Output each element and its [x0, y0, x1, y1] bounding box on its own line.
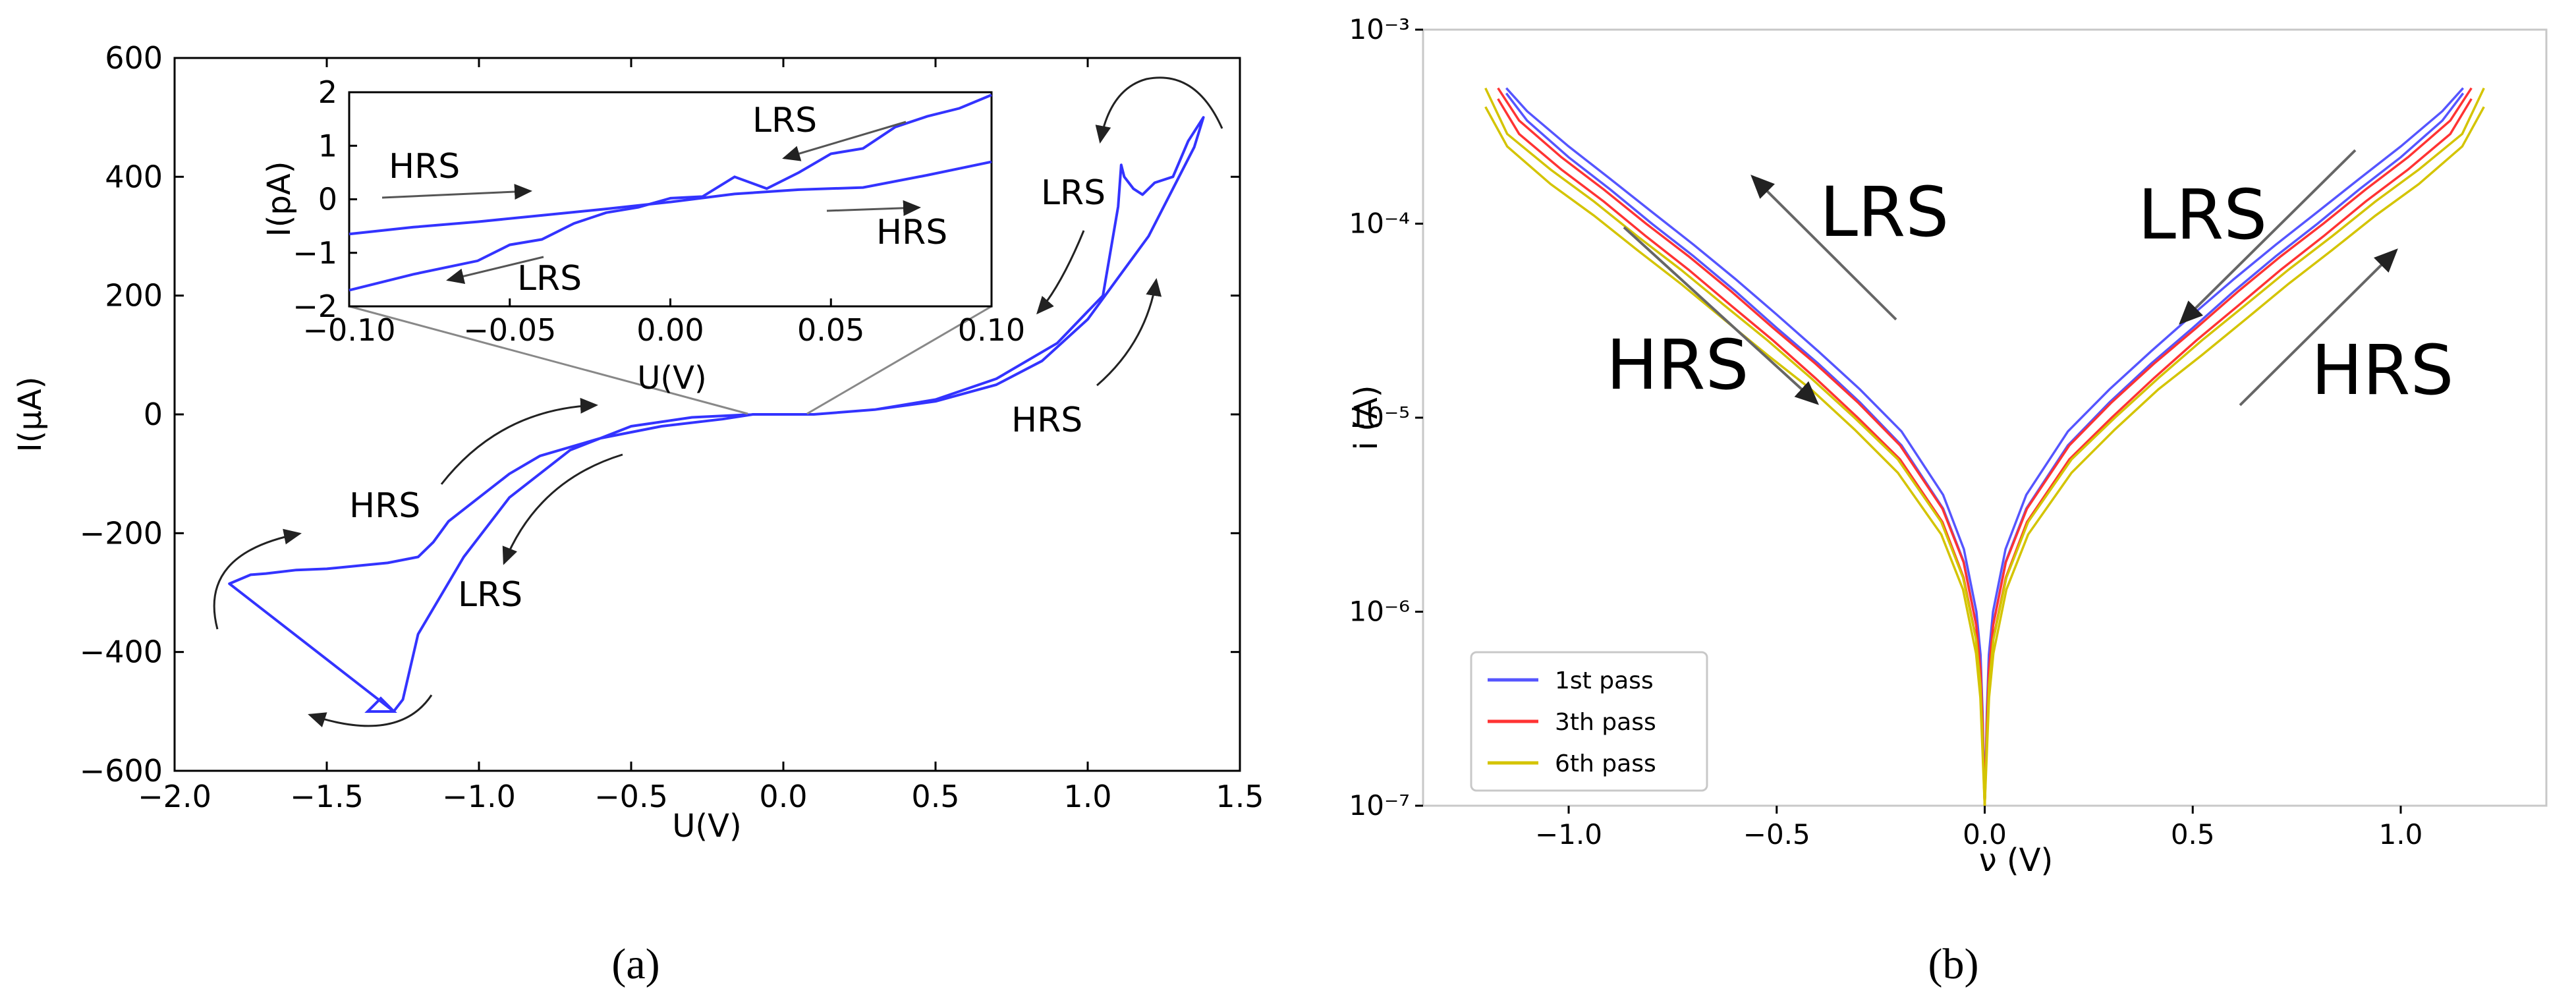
panel-b-y-tick-label: 10⁻⁴	[1349, 208, 1410, 240]
panel-b-arrow-hrs-left	[1623, 226, 1819, 405]
panel-a-caption: (a)	[611, 940, 659, 988]
panel-a-triangle-marker	[364, 696, 397, 713]
panel-b-caption: (b)	[1928, 940, 1979, 988]
panel-a-inset-y-axis-label: I(pA)	[261, 161, 298, 237]
panel-a-x-tick-label: 0.5	[911, 779, 959, 814]
panel-b-y-tick-label: 10⁻⁷	[1349, 789, 1410, 822]
panel-a-x-tick-label: −1.0	[442, 779, 516, 814]
panel-b-arrow-lrs-left	[1750, 175, 1897, 321]
panel-b-arrow-lrs-right	[2179, 149, 2357, 325]
panel-a-x-tick-label: 0.0	[759, 779, 807, 814]
panel-a-label-hrs-right: HRS	[1011, 401, 1082, 440]
panel-b-y-axis-label: i (A)	[1348, 385, 1385, 451]
panel-a-arrow-4	[502, 453, 623, 565]
panel-b-label-lrs-left: LRS	[1820, 172, 1949, 252]
panel-a-inset-y-tick-label: −1	[293, 235, 337, 271]
panel-a-x-ticks: −2.0 −1.5 −1.0 −0.5 0.0 0.5 1.0 1.5	[138, 58, 1264, 814]
panel-a-inset-arrow-4	[446, 256, 544, 285]
panel-a-x-tick-label: −2.0	[138, 779, 211, 814]
panel-b-legend-label-3: 6th pass	[1555, 750, 1656, 777]
panel-a-y-ticks: 600 400 200 0 −200 −400 −600	[80, 40, 1240, 789]
panel-b-label-lrs-right: LRS	[2138, 175, 2267, 255]
panel-a-inset-arrow-1	[381, 184, 532, 200]
panel-a-label-lrs-right: LRS	[1041, 173, 1106, 213]
panel-a-inset-lrs-curve	[349, 94, 992, 292]
panel-a-y-tick-label: 200	[105, 278, 163, 314]
panel-b-arrow-hrs-right	[2239, 248, 2398, 406]
panel-a-arrow-7	[1095, 76, 1223, 144]
panel-b-series-3-right-lower	[1983, 106, 2485, 806]
panel-a-arrow-5	[1096, 278, 1162, 387]
panel-a-inset-x-tick-label: 0.00	[636, 312, 704, 348]
panel-a-inset-label-lrs-top: LRS	[752, 101, 817, 140]
panel-a-x-tick-label: 1.0	[1063, 779, 1111, 814]
panel-a-y-tick-label: 600	[105, 40, 163, 76]
panel-a-inset-y-ticks: 2 1 0 −1 −2	[293, 74, 357, 324]
panel-a-arrow-1	[213, 528, 302, 630]
panel-b-y-tick-label: 10⁻⁶	[1349, 596, 1410, 628]
panel-b: −1.0 −0.5 0.0 0.5 1.0 10⁻³ 10⁻⁴ 10⁻⁵ 10⁻⁶ 10⁻⁷ ν…	[1348, 13, 2548, 988]
panel-a-inset-label-lrs-bottom: LRS	[517, 259, 582, 298]
panel-b-x-ticks: −1.0 −0.5 0.0 0.5 1.0	[1535, 806, 2422, 851]
panel-a-x-axis-label: U(V)	[672, 808, 741, 845]
panel-a-inset-y-tick-label: 2	[318, 74, 337, 110]
panel-a-y-tick-label: −200	[80, 515, 163, 551]
panel-b-x-tick-label: 0.0	[1963, 818, 2007, 851]
panel-a-y-tick-label: 400	[105, 159, 163, 194]
panel-a-arrow-3	[440, 397, 598, 485]
panel-b-series-3-left-upper	[1484, 87, 1986, 806]
panel-a-x-tick-label: 1.5	[1216, 779, 1264, 814]
panel-b-legend-label-1: 1st pass	[1555, 667, 1654, 694]
panel-a-inset-y-tick-label: 1	[318, 128, 337, 163]
panel-b-legend-label-2: 3th pass	[1555, 709, 1656, 736]
panel-b-series-1-right-upper	[1983, 87, 2465, 806]
panel-a-inset-label-hrs-left: HRS	[389, 147, 460, 186]
panel-a-y-tick-label: −400	[80, 634, 163, 670]
panel-a-inset-x-tick-label: −0.05	[463, 312, 556, 348]
panel-a: −2.0 −1.5 −1.0 −0.5 0.0 0.5 1.0 1.5 6004002000−…	[12, 40, 1264, 988]
panel-a-inset-x-ticks: −0.10 −0.05 0.00 0.05 0.10	[303, 298, 1025, 348]
panel-a-inset-x-tick-label: 0.10	[958, 312, 1025, 348]
panel-a-inset-y-tick-label: 0	[318, 182, 337, 217]
panel-a-iv-curve	[228, 116, 1205, 713]
panel-b-legend-box	[1470, 651, 1708, 792]
panel-b-series-2-right-upper	[1983, 87, 2473, 806]
panel-a-arrow-2	[308, 694, 433, 727]
panel-a-inset-hrs-curve	[349, 160, 992, 236]
panel-a-inset-label-hrs-right: HRS	[876, 213, 947, 252]
panel-b-y-ticks: 10⁻³ 10⁻⁴ 10⁻⁵ 10⁻⁶ 10⁻⁷	[1349, 13, 1423, 822]
panel-b-x-axis-label: ν (V)	[1979, 842, 2053, 879]
panel-b-y-tick-label: 10⁻⁵	[1349, 401, 1410, 433]
panel-a-zoom-line-right	[806, 305, 992, 415]
panel-b-series-1-left-upper	[1505, 87, 1986, 806]
panel-a-inset-x-axis-label: U(V)	[637, 360, 706, 397]
panel-a-zoom-line-left	[349, 305, 748, 415]
panel-b-x-tick-label: 1.0	[2379, 818, 2423, 851]
panel-b-y-tick-label: 10⁻³	[1349, 13, 1410, 45]
panel-a-y-axis-label: I(μA)	[12, 377, 49, 453]
panel-a-y-tick-label: −600	[80, 753, 163, 789]
panel-a-label-lrs-left: LRS	[458, 575, 522, 615]
panel-b-label-hrs-right: HRS	[2311, 330, 2453, 410]
panel-b-x-tick-label: 0.5	[2171, 818, 2215, 851]
panel-a-inset: −0.10 −0.05 0.00 0.05 0.10 2 1 0 −1 −2 U(V) I(pA…	[261, 74, 1025, 397]
panel-a-x-tick-label: −1.5	[290, 779, 364, 814]
panel-b-label-hrs-left: HRS	[1606, 325, 1749, 405]
panel-a-label-hrs-left: HRS	[349, 486, 420, 526]
panel-b-series-3-right-upper	[1983, 87, 2485, 806]
panel-a-inset-x-tick-label: 0.05	[797, 312, 864, 348]
panel-a-y-tick-label: 0	[144, 397, 163, 432]
panel-a-inset-x-tick-label: −0.10	[303, 312, 396, 348]
panel-b-legend: 1st pass 3th pass 6th pass	[1470, 651, 1708, 792]
panel-a-arrow-6	[1036, 230, 1085, 315]
panel-a-inset-y-tick-label: −2	[293, 289, 337, 324]
panel-a-x-tick-label: −0.5	[594, 779, 668, 814]
panel-b-series-group	[1484, 87, 2485, 806]
panel-b-series-2-left-upper	[1497, 87, 1986, 806]
panel-b-x-tick-label: −1.0	[1535, 818, 1602, 851]
panel-a-inset-arrow-2	[782, 121, 907, 161]
panel-a-inset-arrow-3	[826, 200, 921, 216]
panel-b-x-tick-label: −0.5	[1743, 818, 1810, 851]
